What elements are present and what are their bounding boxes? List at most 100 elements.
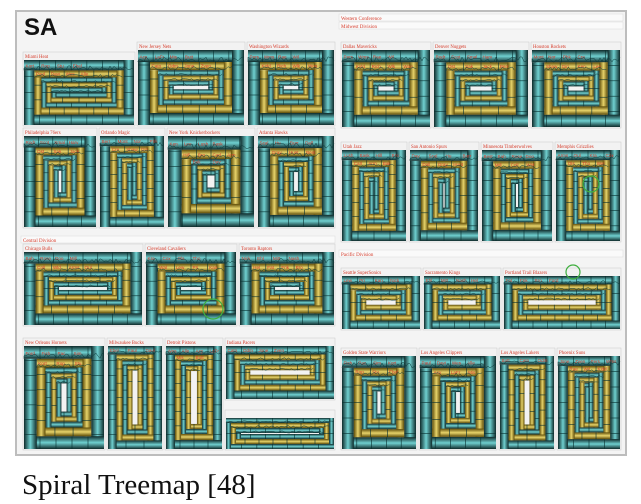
highlight-circle — [582, 175, 600, 193]
spiral-band — [417, 50, 430, 127]
spiral-band — [523, 304, 601, 310]
spiral-band — [270, 206, 322, 215]
player-label: Hunt — [289, 150, 299, 155]
player-label: Cox — [606, 153, 615, 158]
spiral-band — [268, 70, 314, 76]
player-label: Wes — [452, 361, 462, 366]
player-label: Arms — [69, 265, 80, 270]
player-label: Bro — [535, 278, 543, 283]
spiral-band — [34, 77, 42, 115]
trace-line — [419, 362, 497, 369]
spiral-band — [231, 423, 329, 428]
player-label: Jone — [258, 348, 268, 353]
player-label: Bro — [392, 153, 400, 158]
spiral-band — [110, 153, 118, 217]
trace-line — [437, 292, 485, 296]
spiral-band — [558, 81, 564, 101]
spiral-band — [342, 160, 353, 241]
team-panel: Los Angeles Lakers Butt Cato Odm — [498, 347, 556, 451]
player-label: Davi — [437, 361, 446, 366]
trace-line — [264, 279, 308, 283]
player-label: Lew — [176, 265, 185, 270]
trace-line — [500, 171, 533, 175]
spiral-band — [451, 392, 457, 418]
spiral-band — [226, 346, 334, 355]
division-header-bar — [338, 249, 624, 258]
spiral-band — [171, 282, 177, 300]
spiral-band — [342, 356, 416, 368]
trace-line — [428, 171, 459, 174]
spiral-band — [150, 104, 232, 113]
spiral-band — [226, 390, 334, 399]
trace-line — [239, 257, 335, 264]
player-label: Oul — [85, 265, 92, 270]
spiral-band — [232, 50, 244, 125]
spiral-band — [518, 295, 524, 315]
spiral-band — [504, 284, 513, 329]
spiral-band — [260, 70, 269, 113]
spiral-band — [449, 173, 455, 218]
trace-line — [510, 181, 524, 185]
player-label: Wlk — [293, 64, 301, 69]
spiral-band — [278, 85, 284, 95]
trace-line — [41, 80, 116, 83]
trace-line — [185, 368, 201, 372]
trace-line — [278, 83, 303, 86]
trace-line — [269, 284, 303, 288]
trace-line — [360, 297, 400, 301]
spiral-band — [110, 209, 154, 217]
spiral-band — [41, 102, 117, 108]
spiral-band — [532, 62, 545, 127]
spiral-band — [110, 146, 154, 154]
player-label: Odm — [243, 348, 253, 353]
player-label: Mont — [534, 55, 545, 60]
spiral-band — [434, 62, 447, 127]
spiral-band — [35, 271, 44, 314]
spiral-band — [373, 86, 379, 96]
spiral-band — [24, 114, 134, 125]
spiral-band — [251, 305, 323, 314]
player-label: Sim — [373, 360, 381, 365]
spiral-band — [523, 300, 529, 310]
trace-line — [512, 287, 611, 291]
spiral-band — [579, 382, 585, 428]
trace-line — [446, 66, 515, 71]
team-panel: Washington Wizards Pers Wms Rae Wil Kidd Rich W… — [246, 41, 336, 127]
spiral-band — [122, 365, 128, 435]
trace-line — [259, 274, 314, 278]
spiral-band — [482, 150, 552, 162]
trace-line — [107, 350, 163, 356]
trace-line — [423, 280, 501, 285]
team-label: New Jersey Nets — [139, 45, 171, 50]
spiral-band — [512, 290, 519, 321]
team-label: Cleveland Cavaliers — [147, 247, 186, 252]
team-panel: Milwaukee Bucks Ebel Paul Davi — [106, 337, 164, 451]
trace-line — [519, 378, 534, 381]
player-label: Dav — [412, 154, 421, 159]
trace-line — [244, 367, 314, 371]
team-panel: Atlanta Hawks Scal Hu Burr Dall Gray Hunt Best — [256, 127, 336, 229]
team-label: New Orleans Hornets — [25, 341, 67, 346]
player-label: Scot — [40, 140, 50, 145]
trace-line — [363, 174, 383, 178]
spiral-band — [150, 62, 232, 71]
spiral-band — [265, 282, 271, 300]
player-label: Tho — [582, 161, 590, 166]
spiral-band — [284, 167, 290, 201]
team-panel: Utah Jazz Lush Bask Hill Bro Carl Arm Bak — [340, 141, 408, 243]
trace-line — [563, 83, 588, 87]
player-label: Butt — [185, 54, 194, 59]
spiral-band — [240, 379, 320, 385]
spiral-band — [465, 86, 471, 96]
player-label: Fat — [267, 265, 274, 270]
trace-line — [202, 173, 219, 176]
player-label: Kort — [26, 63, 35, 68]
player-label: Rodr — [436, 55, 446, 60]
team-panel: Orlando Magic Berr Mont Nor Phk Cre Shaw Giri — [98, 127, 166, 229]
team-label: Chicago Bulls — [25, 247, 52, 252]
spiral-band — [603, 365, 611, 440]
spiral-band — [352, 160, 396, 168]
trace-line — [269, 152, 321, 157]
spiral-band — [268, 99, 314, 105]
spiral-band — [265, 277, 309, 283]
